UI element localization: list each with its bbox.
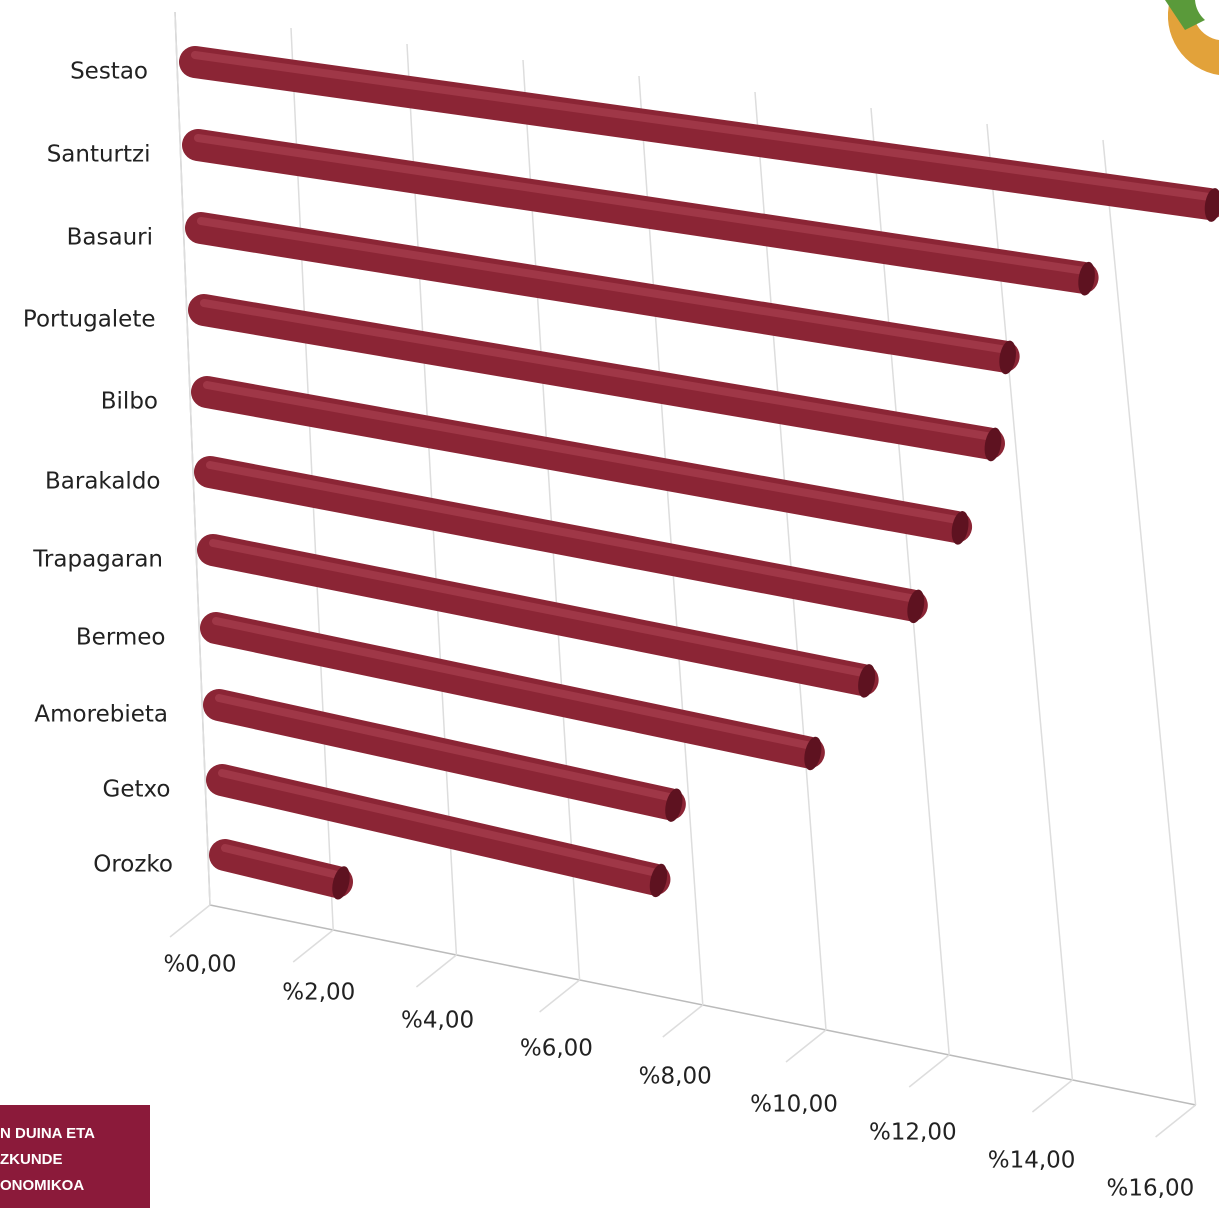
bar-highlight xyxy=(191,51,1213,201)
floor-grid-line xyxy=(415,954,457,988)
bar xyxy=(191,376,973,543)
y-tick-label: Orozko xyxy=(93,852,173,878)
floor-grid-line xyxy=(169,904,211,938)
bar-cap xyxy=(332,866,350,900)
bar-highlight xyxy=(194,134,1087,275)
bar xyxy=(188,294,1005,460)
floor-grid-line xyxy=(292,929,334,963)
logo-text: ONOMIKOA xyxy=(0,1177,84,1194)
bar xyxy=(206,764,671,896)
y-tick-label: Portugalete xyxy=(23,307,156,333)
y-tick-label: Sestao xyxy=(70,59,148,85)
bar-highlight xyxy=(197,217,1008,354)
bar xyxy=(182,129,1099,294)
bar-cap xyxy=(1204,188,1219,222)
y-tick-label: Bilbo xyxy=(101,389,158,415)
bar-highlight xyxy=(206,461,916,603)
x-tick-label: %14,00 xyxy=(988,1148,1076,1174)
bar-highlight xyxy=(218,769,659,877)
y-tick-label: Trapagaran xyxy=(32,547,163,573)
logo-box xyxy=(0,1105,150,1208)
grid-line xyxy=(522,59,581,981)
bar-cap xyxy=(858,664,876,698)
bar-cap xyxy=(649,863,668,898)
floor-grid-line xyxy=(662,1004,704,1038)
grid-line xyxy=(986,123,1074,1081)
y-tick-label: Santurtzi xyxy=(47,142,151,168)
y-tick-label: Bermeo xyxy=(76,625,166,651)
x-tick-label: %8,00 xyxy=(639,1064,712,1090)
floor-grid-line xyxy=(539,979,581,1013)
x-tick-label: %0,00 xyxy=(163,952,236,978)
grid-line xyxy=(638,75,704,1006)
floor-grid-line xyxy=(1155,1104,1197,1138)
floor-grid-line xyxy=(785,1029,827,1063)
grid-line xyxy=(174,11,211,906)
grid-line xyxy=(870,107,950,1056)
x-tick-label: %2,00 xyxy=(282,980,355,1006)
floor-grid-line xyxy=(908,1054,950,1088)
bar-cap xyxy=(907,589,925,624)
bar-highlight xyxy=(203,381,961,524)
bar xyxy=(209,839,353,898)
bar-highlight xyxy=(200,299,993,441)
bar-cap xyxy=(951,511,969,545)
bar xyxy=(197,534,879,696)
axis-floor xyxy=(209,904,1197,1106)
bar-cap xyxy=(804,736,822,771)
bar xyxy=(194,456,928,622)
bar-highlight xyxy=(212,617,813,750)
bar-cap xyxy=(999,340,1016,375)
grid-line xyxy=(1102,139,1197,1106)
y-tick-label: Basauri xyxy=(67,225,153,251)
x-tick-label: %6,00 xyxy=(520,1036,593,1062)
bar xyxy=(185,212,1020,373)
x-tick-label: %10,00 xyxy=(750,1092,838,1118)
bar-highlight xyxy=(209,539,867,677)
bar-cap xyxy=(665,788,683,822)
bar xyxy=(200,612,825,769)
x-tick-label: %12,00 xyxy=(869,1120,957,1146)
bar-highlight xyxy=(221,844,341,879)
bar-cap xyxy=(1078,261,1095,296)
bar-highlight xyxy=(215,694,674,802)
y-tick-label: Barakaldo xyxy=(45,469,161,495)
bar xyxy=(203,689,686,821)
logo-text: ZKUNDE xyxy=(0,1151,63,1168)
y-tick-label: Getxo xyxy=(103,777,171,803)
x-tick-label: %16,00 xyxy=(1107,1176,1195,1202)
floor-grid-line xyxy=(1031,1079,1073,1113)
logo-text: N DUINA ETA xyxy=(0,1125,95,1142)
y-tick-label: Amorebieta xyxy=(34,702,168,728)
bar xyxy=(179,46,1219,220)
grid-line xyxy=(754,91,827,1031)
x-tick-label: %4,00 xyxy=(401,1008,474,1034)
logo-shape xyxy=(1165,0,1205,30)
bar-cap xyxy=(984,427,1002,462)
